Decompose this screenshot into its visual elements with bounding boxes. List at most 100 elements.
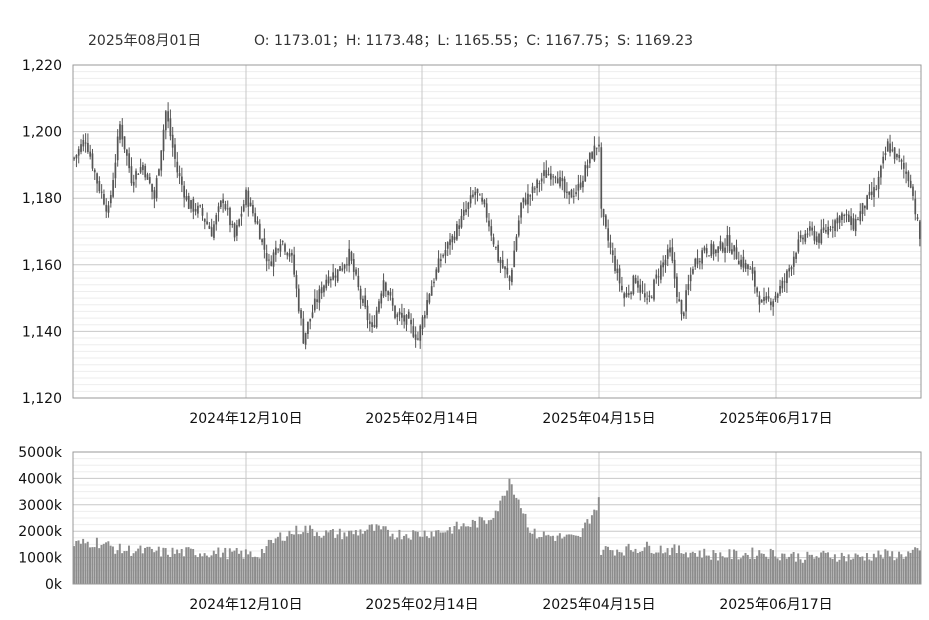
volume-bar xyxy=(382,526,385,584)
candle-body xyxy=(916,217,919,220)
candle-body xyxy=(655,274,658,279)
candle-body xyxy=(566,191,568,193)
candle-body xyxy=(902,162,905,169)
candle-body xyxy=(533,188,536,190)
volume-bar xyxy=(331,529,334,584)
volume-bar xyxy=(574,535,577,584)
volume-xtick: 2024年12月10日 xyxy=(189,597,302,613)
candle-body xyxy=(357,275,360,288)
volume-bar xyxy=(657,552,660,584)
candle-body xyxy=(859,211,862,222)
volume-bar xyxy=(696,556,699,584)
candle-body xyxy=(827,226,830,235)
candle-body xyxy=(662,262,665,268)
volume-bar xyxy=(540,537,543,584)
candle-body xyxy=(462,210,465,216)
candle-body xyxy=(398,311,401,315)
candle-body xyxy=(407,311,410,319)
volume-bar xyxy=(485,523,488,584)
volume-bars xyxy=(73,478,921,584)
candle-body xyxy=(316,299,318,303)
volume-bar xyxy=(157,546,160,584)
candle-body xyxy=(384,282,387,292)
volume-bar xyxy=(554,540,557,584)
candle-body xyxy=(591,152,593,159)
volume-bar xyxy=(368,524,371,584)
candle-body xyxy=(783,281,786,283)
candle-body xyxy=(719,241,722,249)
candle-body xyxy=(309,318,312,322)
volume-bar xyxy=(153,552,156,584)
candle-body xyxy=(256,221,259,224)
candle-body xyxy=(632,275,635,294)
volume-ytick: 5000k xyxy=(18,445,63,461)
volume-bar xyxy=(290,534,293,584)
volume-y-axis: 5000k 4000k 3000k 2000k 1000k 0k xyxy=(18,445,63,593)
volume-bar xyxy=(311,528,314,584)
volume-bar xyxy=(822,550,825,584)
volume-x-axis: 2024年12月10日 2025年02月14日 2025年04月15日 2025… xyxy=(189,597,832,613)
volume-bar xyxy=(804,559,807,584)
candle-body xyxy=(497,244,500,262)
volume-ytick: 1000k xyxy=(18,551,63,567)
candle-body xyxy=(570,189,573,198)
volume-bar xyxy=(648,545,651,584)
volume-bar xyxy=(687,557,690,584)
volume-bar xyxy=(710,559,713,584)
candle-body xyxy=(552,176,555,178)
price-x-axis: 2024年12月10日 2025年02月14日 2025年04月15日 2025… xyxy=(189,411,832,427)
candle-body xyxy=(905,171,907,174)
candle-body xyxy=(818,233,820,243)
volume-bar xyxy=(419,536,422,584)
candle-body xyxy=(197,205,199,214)
volume-bar xyxy=(462,523,465,584)
volume-bar xyxy=(859,556,862,584)
volume-bar xyxy=(77,540,80,584)
candle-body xyxy=(909,180,912,188)
candle-body xyxy=(121,124,124,140)
volume-bar xyxy=(769,548,772,584)
candle-body xyxy=(531,186,534,193)
volume-bar xyxy=(863,560,866,584)
price-plot-frame xyxy=(72,64,922,399)
candle-body xyxy=(162,129,165,152)
candle-body xyxy=(708,255,710,257)
candle-body xyxy=(852,218,855,230)
volume-bar xyxy=(428,538,431,584)
volume-bar xyxy=(455,521,458,584)
candle-body xyxy=(527,193,529,205)
volume-bar xyxy=(634,548,637,584)
candle-body xyxy=(412,326,415,337)
volume-bar xyxy=(590,515,593,584)
volume-bar xyxy=(749,558,752,584)
candle-body xyxy=(215,215,218,225)
volume-bar xyxy=(856,554,859,584)
candle-body xyxy=(524,199,527,205)
volume-bar xyxy=(116,550,119,584)
volume-bar xyxy=(877,550,880,584)
volume-bar xyxy=(254,556,257,584)
volume-bar xyxy=(400,539,403,584)
volume-bar xyxy=(407,538,410,584)
candle-body xyxy=(421,317,424,329)
candle-body xyxy=(671,247,674,261)
volume-bar xyxy=(820,552,823,584)
volume-bar xyxy=(251,557,254,584)
candle-body xyxy=(577,184,580,191)
candle-body xyxy=(786,270,788,284)
candle-body xyxy=(841,213,843,220)
candle-body xyxy=(687,284,690,290)
volume-bar xyxy=(258,558,261,584)
candle-body xyxy=(132,181,135,186)
candle-body xyxy=(616,268,619,273)
volume-bar xyxy=(572,535,575,584)
volume-bar xyxy=(132,553,135,584)
candle-body xyxy=(889,143,891,153)
candle-body xyxy=(476,188,479,194)
volume-bar xyxy=(671,547,674,584)
candle-body xyxy=(217,206,220,213)
volume-bar xyxy=(508,478,511,584)
volume-bar xyxy=(888,556,891,584)
volume-bar xyxy=(242,558,245,584)
candle-body xyxy=(582,180,584,188)
